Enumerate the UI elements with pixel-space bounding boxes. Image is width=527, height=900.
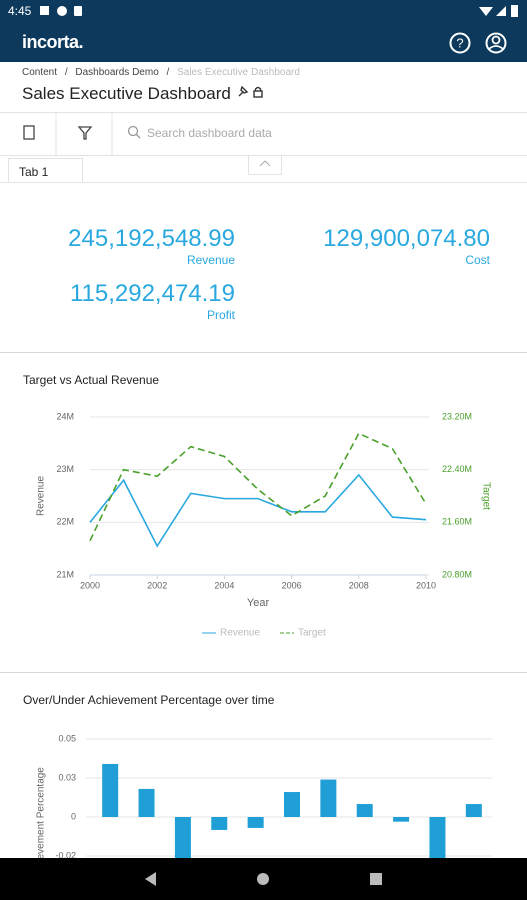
bar [465,804,482,817]
kpi-value: 245,192,548.99 [68,225,235,252]
recents-button[interactable] [370,873,382,885]
y-tick-label: 24M [56,411,74,421]
bar [393,817,410,822]
kpi-label: Profit [206,308,235,322]
x-tick-label: 2002 [147,580,167,590]
system-icons [479,5,518,17]
home-button[interactable] [257,873,269,885]
bar [174,817,191,858]
y2-tick-label: 23.20M [442,411,472,421]
series-line [89,473,427,548]
kpi: 245,192,548.99 Revenue [0,225,235,267]
x-axis-label: Year [247,597,270,609]
y-axis-label: Revenue [36,476,47,516]
status-icons [40,6,82,16]
line-chart: Target vs Actual Revenue 24M 23M 22M 21M 23.… [23,373,491,639]
x-tick-label: 2008 [349,580,369,590]
title: Sales Executive Dashboard [22,84,231,103]
filter-icon[interactable] [77,126,93,140]
tab[interactable]: Tab 1 [8,158,83,183]
breadcrumb[interactable]: Dashboards Demo [75,67,159,78]
y-tick-label: 23M [56,464,74,474]
bar [284,792,300,817]
kpi: 129,900,074.80 Cost [0,225,490,267]
time: 4:45 [8,4,32,18]
bar [211,817,228,830]
breadcrumb: Sales Executive Dashboard [177,67,300,78]
back-button[interactable] [145,872,156,886]
y2-tick-label: 21.60M [442,517,472,527]
legend-label: Revenue [220,628,260,639]
chart-title: Over/Under Achievement Percentage over t… [23,693,275,707]
x-tick-label: 2006 [282,580,302,590]
legend-label: Target [298,628,326,639]
bar [138,788,155,817]
y-tick-label: 21M [56,569,74,579]
bar [102,763,119,817]
nav-bar [0,858,527,900]
kpi-value: 115,292,474.19 [69,280,235,307]
kpi-label: Cost [465,253,490,267]
x-tick-label: 2010 [416,580,436,590]
svg-text:?: ? [456,35,463,50]
y2-axis-label: Target [480,482,491,510]
kpi-label: Revenue [186,253,235,267]
x-tick-label: 2000 [80,580,100,590]
dashboard-title: Sales Executive Dashboard [22,84,266,104]
tab-label[interactable]: Tab 1 [19,165,49,179]
search-icon [127,125,139,137]
x-tick-label: 2004 [214,580,234,590]
title-icons[interactable] [236,85,266,99]
bar [356,804,373,817]
chart-title: Target vs Actual Revenue [23,373,159,387]
y-axis-label: Achievement Percentage [36,767,47,858]
y-tick-label: -0.02 [55,850,76,858]
bar [429,817,446,858]
series-line [89,432,427,542]
y-tick-label: 0.05 [58,733,76,743]
y-tick-label: 0 [71,811,76,821]
kpi: 115,292,474.19 Profit [0,280,235,322]
y-tick-label: 0.03 [58,772,76,782]
status-bar: 4:45 [0,0,527,22]
toolbar [23,113,141,155]
bar [247,817,264,828]
search-input[interactable]: Search dashboard data [147,126,272,140]
breadcrumb[interactable]: Content [22,67,58,78]
brand: incorta. [22,32,84,52]
kpi-value: 129,900,074.80 [323,225,490,252]
bar [320,779,337,817]
bookmark-icon[interactable] [23,125,35,140]
bar-chart: Over/Under Achievement Percentage over t… [23,693,492,858]
app-header: incorta. ? [0,22,527,62]
header-icons[interactable]: ? [448,31,510,55]
collapse-button[interactable] [248,156,282,175]
breadcrumbs: Content / Dashboards Demo / Sales Execut… [22,67,300,78]
y-tick-label: 22M [56,517,74,527]
y2-tick-label: 22.40M [442,464,472,474]
y2-tick-label: 20.80M [442,569,472,579]
